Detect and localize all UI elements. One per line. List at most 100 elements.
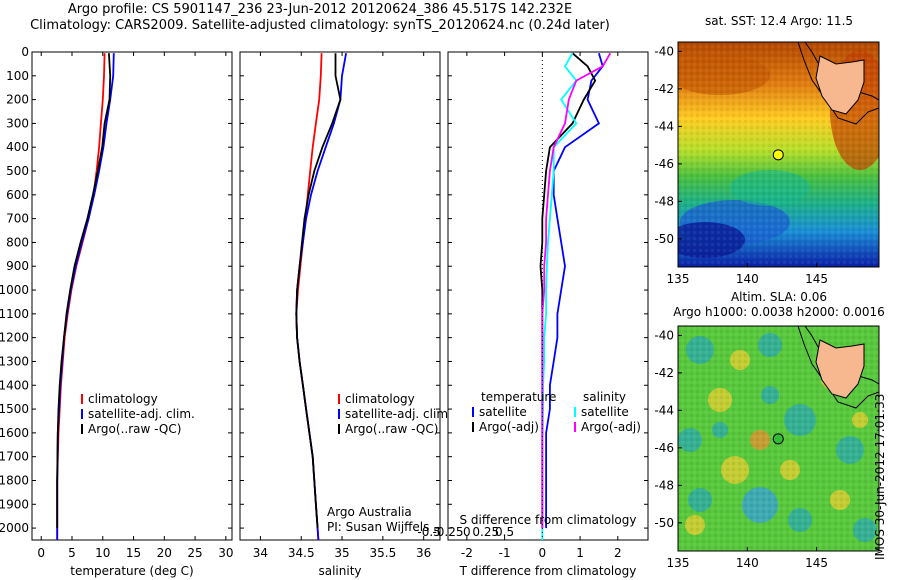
s-diff-label: S difference from climatology [460,513,637,527]
ytick-label: 300 [6,116,29,130]
xtick-label: 15 [126,546,141,560]
map-ytick-label: -40 [654,328,674,342]
tasmania-land-2 [815,339,865,399]
xtick-label: 30 [218,546,233,560]
ytick-label: 1300 [0,354,29,368]
xtick-label: 36 [416,546,431,560]
xtick-label: 25 [187,546,202,560]
legend-label: climatology [345,392,415,406]
temperature-series-2 [56,53,112,529]
map-ytick-label: -40 [654,44,674,58]
temperature-axes-box [31,51,233,541]
xtick-label: 0 [539,546,547,560]
difference-xlabel: T difference from climatology [459,564,637,578]
map-ytick-label: -48 [654,194,674,208]
ytick-label: 1600 [0,426,29,440]
xtick-label: -1 [499,546,511,560]
timestamp-stamp: IMOS 30-Jun-2012 17:01:33 [873,393,887,560]
map-xtick-label: 135 [667,556,690,570]
ytick-label: 1100 [0,307,29,321]
argo-position-marker [772,149,784,161]
xtick-label: 0 [37,546,45,560]
map-xtick-label: 140 [736,556,759,570]
ytick-label: 900 [6,259,29,273]
xtick-label: 1 [576,546,584,560]
salinity-xlabel: salinity [318,564,361,578]
map-xtick-label: 145 [805,272,828,286]
ytick-label: 0 [21,45,29,59]
legend-label: satellite [479,405,527,419]
map-ytick-label: -46 [654,157,674,171]
xtick-label: 35 [334,546,349,560]
xtick2-label: -0.25 [432,525,463,539]
ytick-label: 1700 [0,450,29,464]
sla-map: Altim. SLA: 0.06 Argo h1000: 0.0038 h200… [654,290,884,570]
xtick2-label: 0.25 [472,525,499,539]
xtick-label: 34.5 [288,546,315,560]
difference-axes-box [447,51,649,541]
annotation-line-2: PI: Susan Wijffels [327,520,429,534]
ytick-label: 100 [6,69,29,83]
ytick-label: 1800 [0,473,29,487]
annotation-line-1: Argo Australia [327,505,412,519]
legend-label: Argo(..raw -QC) [345,422,438,436]
ytick-label: 1400 [0,378,29,392]
ytick-label: 1500 [0,402,29,416]
temperature-plot: 0100200300400500600700800900100011001200… [0,45,233,578]
legend-label: Argo(..raw -QC) [88,422,181,436]
temperature-xlabel: temperature (deg C) [70,564,193,578]
ytick-label: 200 [6,93,29,107]
sst-map: sat. SST: 12.4 Argo: 11.5 135 140 145 -40 -4… [654,14,880,286]
difference-plot: -2 -1 0 1 2 T difference from climatology -0.5… [417,51,649,578]
legend-title-temperature: temperature [481,390,556,404]
legend-title-salinity: salinity [583,390,626,404]
xtick-label: 35.5 [369,546,396,560]
map-ytick-label: -44 [654,119,674,133]
ytick-label: 400 [6,140,29,154]
legend-label: satellite-adj. clim. [88,407,195,421]
map-ytick-label: -42 [654,366,674,380]
argo-position-marker-2 [772,433,784,445]
ytick-label: 700 [6,212,29,226]
xtick2-label: 0 [463,525,471,539]
xtick-label: 10 [95,546,110,560]
legend-label: climatology [88,392,158,406]
ytick-label: 1900 [0,497,29,511]
xtick-label: 20 [157,546,172,560]
map-ytick-label: -48 [654,478,674,492]
figure-title-line-1: Argo profile: CS 5901147_236 23-Jun-2012… [67,2,573,17]
figure-title-line-2: Climatology: CARS2009. Satellite-adjuste… [30,18,610,33]
xtick-label: 2 [614,546,622,560]
xtick2-label: -0.5 [417,525,440,539]
ytick-label: 2000 [0,521,29,535]
map-ytick-label: -50 [654,232,674,246]
tasmania-land [815,55,865,115]
salinity-series-2 [295,53,342,529]
legend-label: satellite-adj. clim. [345,407,452,421]
difference-series-3 [541,52,612,529]
map-xtick-label: 135 [667,272,690,286]
map-ytick-label: -50 [654,516,674,530]
map-ytick-label: -46 [654,441,674,455]
difference-series-0 [545,52,604,529]
salinity-plot: 34 34.5 35 35.5 36 salinity climatologysatelli… [239,51,452,578]
map-xtick-label: 145 [805,556,828,570]
legend-label: Argo(-adj) [479,420,539,434]
ytick-label: 1200 [0,331,29,345]
xtick-label: 34 [253,546,268,560]
ytick-label: 500 [6,164,29,178]
map-ytick-label: -42 [654,82,674,96]
ytick-label: 1000 [0,283,29,297]
sla-map-title: Altim. SLA: 0.06 [731,290,827,304]
xtick2-label: 0.5 [495,525,514,539]
map-ytick-label: -44 [654,403,674,417]
ytick-label: 800 [6,235,29,249]
xtick-label: -2 [461,546,473,560]
sst-map-title: sat. SST: 12.4 Argo: 11.5 [705,14,853,28]
ytick-label: 600 [6,188,29,202]
legend-label: Argo(-adj) [581,420,641,434]
xtick-label: 5 [68,546,76,560]
legend-label: satellite [581,405,629,419]
map-xtick-label: 140 [736,272,759,286]
